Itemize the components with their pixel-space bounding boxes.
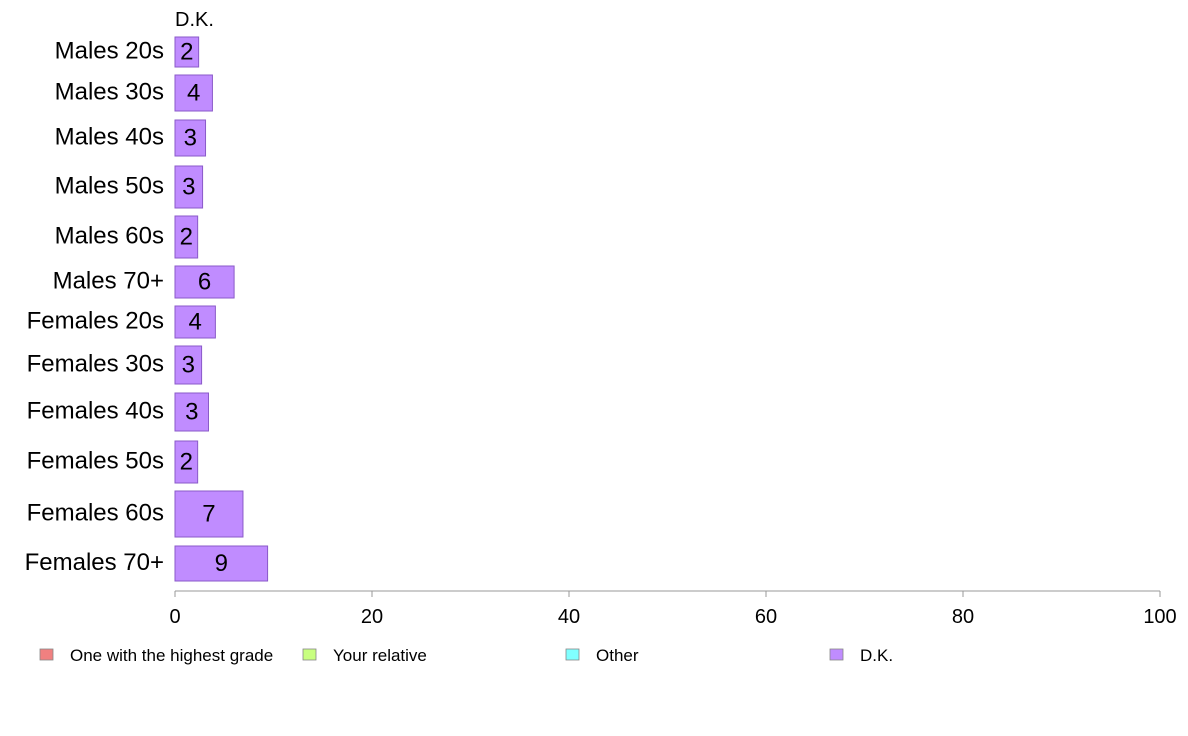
x-tick-label: 40	[558, 606, 580, 628]
category-label: Females 50s	[27, 447, 164, 474]
bar	[174, 74, 213, 112]
legend: One with the highest grade Your relative O…	[39, 646, 893, 665]
x-tick-label: 0	[169, 606, 180, 628]
bar	[174, 490, 244, 538]
bar	[174, 440, 199, 484]
category-label: Females 40s	[27, 397, 164, 424]
value-label: 2	[180, 448, 193, 475]
value-label: 3	[182, 351, 195, 378]
series-title: D.K.	[175, 9, 214, 31]
value-label: 3	[182, 173, 195, 200]
bars: Males 20s 2 Males 30s 4 Males 40s 3 Males 50s 3…	[25, 36, 269, 582]
value-label: 6	[198, 268, 211, 295]
bar	[174, 545, 269, 582]
legend-label: Your relative	[333, 646, 427, 665]
category-label: Males 50s	[55, 172, 164, 199]
category-label: Females 60s	[27, 499, 164, 526]
value-label: 3	[184, 124, 197, 151]
value-label: 4	[187, 79, 200, 106]
bar	[174, 215, 199, 259]
category-label: Females 70+	[25, 549, 164, 576]
value-label: 7	[202, 500, 215, 527]
legend-label: D.K.	[860, 646, 893, 665]
category-label: Males 20s	[55, 37, 164, 64]
legend-label: One with the highest grade	[70, 646, 273, 665]
bar	[174, 265, 235, 299]
value-label: 4	[189, 308, 202, 335]
bar	[174, 165, 204, 209]
legend-swatch	[829, 648, 844, 661]
category-label: Males 40s	[55, 123, 164, 150]
x-axis: 0 20 40 60 80 100	[169, 590, 1177, 628]
x-tick-label: 100	[1143, 606, 1176, 628]
category-label: Males 30s	[55, 78, 164, 105]
legend-swatch	[39, 648, 54, 661]
bar	[174, 392, 209, 432]
category-label: Males 60s	[55, 222, 164, 249]
bar	[174, 119, 207, 157]
category-label: Males 70+	[53, 267, 164, 294]
bar	[174, 345, 203, 385]
x-tick-label: 60	[755, 606, 777, 628]
x-tick-label: 20	[361, 606, 383, 628]
legend-swatch	[565, 648, 580, 661]
legend-label: Other	[596, 646, 639, 665]
value-label: 2	[180, 223, 193, 250]
bar	[174, 36, 200, 68]
legend-swatch	[302, 648, 317, 661]
value-label: 3	[185, 398, 198, 425]
x-tick-label: 80	[952, 606, 974, 628]
category-label: Females 30s	[27, 350, 164, 377]
value-label: 9	[215, 550, 228, 577]
bar	[174, 305, 216, 339]
value-label: 2	[180, 38, 193, 65]
category-label: Females 20s	[27, 307, 164, 334]
